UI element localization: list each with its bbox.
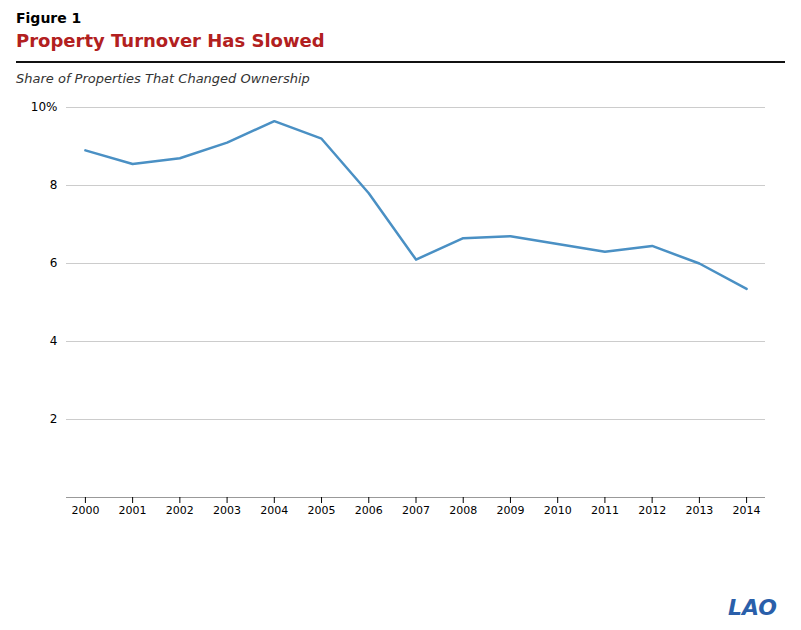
svg-text:2014: 2014 bbox=[733, 504, 761, 517]
html-text:LAO: LAO bbox=[727, 595, 777, 620]
svg-text:2012: 2012 bbox=[638, 504, 666, 517]
html-text:Property Turnover Has Slowed: Property Turnover Has Slowed bbox=[16, 30, 325, 51]
svg-text:2009: 2009 bbox=[496, 504, 524, 517]
svg-text:2008: 2008 bbox=[449, 504, 477, 517]
svg-text:2: 2 bbox=[50, 412, 58, 426]
svg-text:2010: 2010 bbox=[544, 504, 572, 517]
svg-text:2007: 2007 bbox=[402, 504, 430, 517]
svg-text:2004: 2004 bbox=[260, 504, 288, 517]
svg-text:2006: 2006 bbox=[355, 504, 383, 517]
svg-text:2005: 2005 bbox=[308, 504, 336, 517]
svg-text:2003: 2003 bbox=[213, 504, 241, 517]
svg-text:8: 8 bbox=[50, 178, 58, 192]
svg-text:6: 6 bbox=[50, 256, 58, 270]
svg-text:2002: 2002 bbox=[166, 504, 194, 517]
html-text:Figure 1: Figure 1 bbox=[16, 10, 82, 26]
svg-text:2011: 2011 bbox=[591, 504, 619, 517]
html-text:Share of Properties That Chang: Share of Properties That Changed Ownersh… bbox=[16, 71, 310, 86]
svg-text:2001: 2001 bbox=[119, 504, 147, 517]
svg-text:2013: 2013 bbox=[685, 504, 713, 517]
svg-text:2000: 2000 bbox=[71, 504, 99, 517]
svg-text:10%: 10% bbox=[31, 100, 58, 114]
svg-text:4: 4 bbox=[50, 334, 58, 348]
